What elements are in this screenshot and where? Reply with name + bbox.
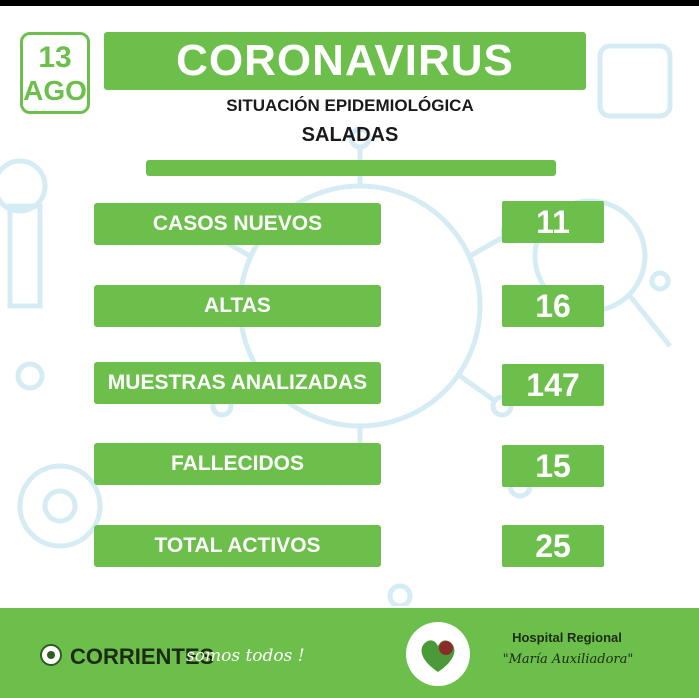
date-month: AGO bbox=[23, 75, 87, 106]
gear-icon bbox=[17, 463, 103, 549]
stat-label-fallecidos: FALLECIDOS bbox=[94, 443, 381, 485]
stat-value-fallecidos: 15 bbox=[502, 445, 604, 487]
stat-value-total-activos: 25 bbox=[502, 525, 604, 567]
location-label: SALADAS bbox=[301, 124, 399, 146]
hospital-heart-icon bbox=[406, 622, 470, 686]
corrientes-slogan: somos todos ! bbox=[186, 646, 305, 666]
date-badge: 13 AGO bbox=[20, 32, 90, 114]
hospital-subname: "María Auxiliadora" bbox=[502, 652, 634, 667]
hospital-name: Hospital Regional bbox=[512, 630, 622, 645]
corrientes-brand: CORRIENTES bbox=[70, 644, 215, 669]
footer-bar: CORRIENTES somos todos ! Hospital Region… bbox=[0, 608, 699, 698]
page-subtitle: SITUACIÓN EPIDEMIOLÓGICA bbox=[226, 96, 474, 115]
coat-of-arms-icon bbox=[40, 644, 62, 666]
stat-value-casos-nuevos: 11 bbox=[502, 201, 604, 243]
date-day: 13 bbox=[38, 41, 72, 74]
stat-label-muestras: MUESTRAS ANALIZADAS bbox=[94, 362, 381, 404]
stat-value-muestras: 147 bbox=[502, 364, 604, 406]
stat-value-altas: 16 bbox=[502, 285, 604, 327]
page-title: CORONAVIRUS bbox=[104, 32, 586, 90]
stat-label-altas: ALTAS bbox=[94, 285, 381, 327]
top-border bbox=[0, 0, 699, 6]
stat-label-casos-nuevos: CASOS NUEVOS bbox=[94, 203, 381, 245]
stat-label-total-activos: TOTAL ACTIVOS bbox=[94, 525, 381, 567]
divider-bar bbox=[146, 160, 556, 176]
